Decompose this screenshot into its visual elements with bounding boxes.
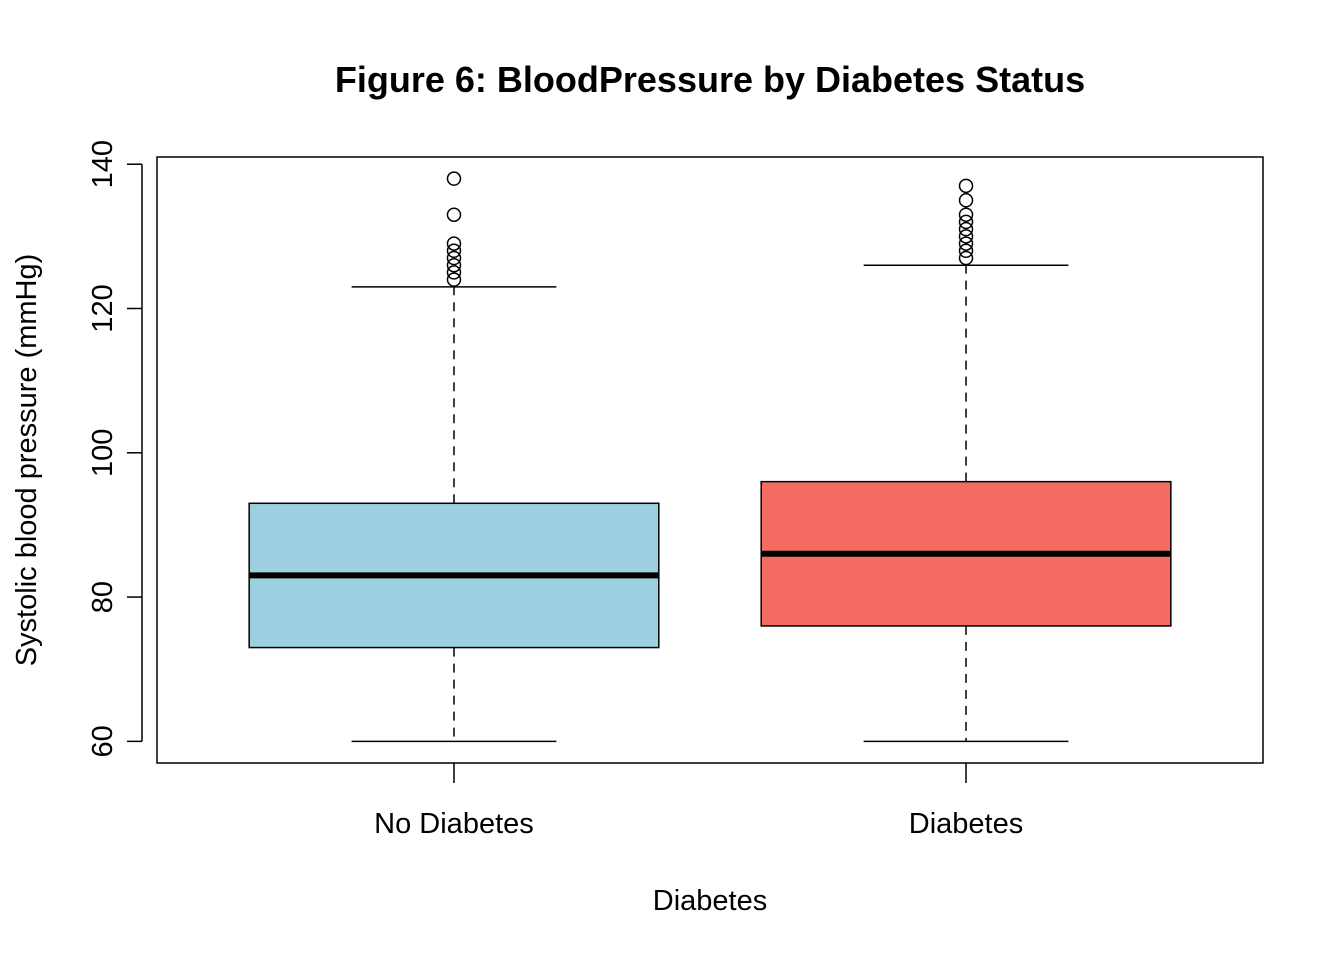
outlier-point — [958, 207, 974, 222]
outlier-point — [958, 229, 974, 244]
x-axis-label: Diabetes — [653, 885, 767, 917]
y-axis: 60 80 100 120 140 — [87, 140, 143, 757]
outlier-point — [446, 207, 462, 222]
outlier-point — [446, 250, 462, 266]
x-axis: No Diabetes Diabetes — [374, 763, 1023, 840]
outlier-point — [958, 178, 974, 194]
outlier-point — [958, 243, 974, 259]
outlier-point — [958, 193, 974, 208]
chart-title: Figure 6: BloodPressure by Diabetes Stat… — [335, 59, 1085, 100]
outlier-point — [958, 236, 974, 251]
y-tick-label: 80 — [87, 581, 119, 613]
box-group — [760, 178, 1172, 743]
x-tick-label: Diabetes — [909, 808, 1023, 840]
x-tick-label: No Diabetes — [374, 808, 534, 840]
y-tick-label: 120 — [87, 284, 119, 332]
outlier-point — [446, 171, 462, 186]
outlier-point — [446, 265, 462, 280]
y-tick-label: 60 — [87, 725, 119, 757]
y-tick-label: 100 — [87, 429, 119, 477]
y-tick-label: 140 — [87, 140, 119, 188]
outlier-point — [958, 214, 974, 230]
outlier-point — [958, 221, 974, 237]
plot-frame — [156, 156, 1264, 764]
outlier-point — [958, 250, 974, 266]
boxes-layer — [248, 171, 1172, 743]
outlier-point — [446, 236, 462, 251]
box-group — [248, 171, 660, 743]
outlier-point — [446, 272, 462, 287]
outlier-point — [446, 257, 462, 273]
y-axis-label: Systolic blood pressure (mmHg) — [11, 254, 43, 667]
outlier-point — [446, 243, 462, 259]
